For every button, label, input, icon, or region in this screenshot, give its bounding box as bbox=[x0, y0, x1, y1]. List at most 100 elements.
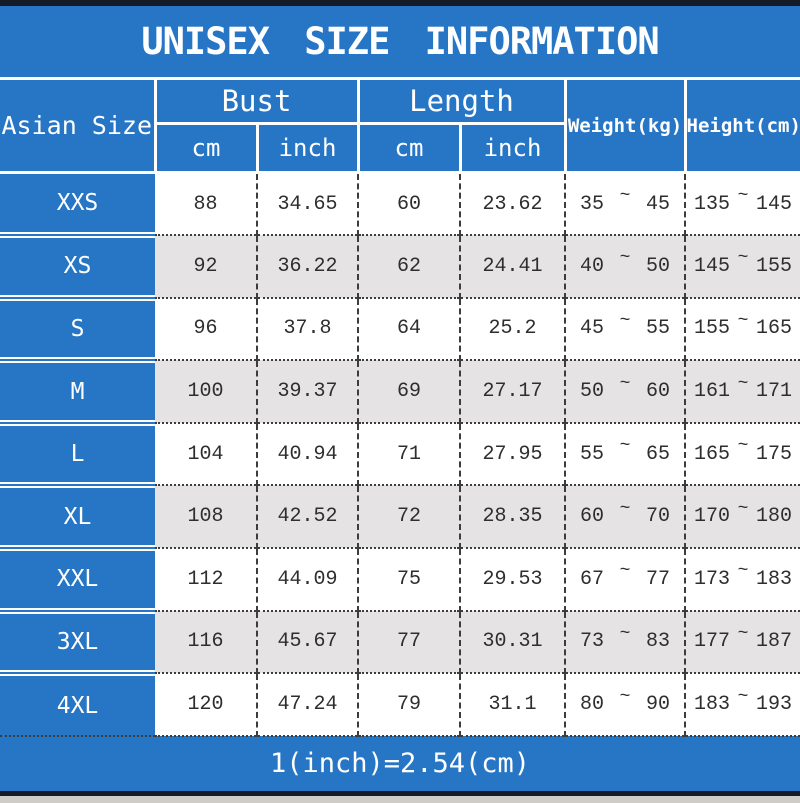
height-range: 170 ~180 bbox=[684, 485, 800, 550]
height-range: 177 ~187 bbox=[684, 610, 800, 675]
weight-range: 50 ~60 bbox=[564, 360, 686, 424]
range-min: 55 bbox=[580, 442, 605, 466]
tilde-separator: ~ bbox=[619, 248, 631, 269]
table-row: 4XL 120 47.24 79 31.1 80 ~90 183 ~193 bbox=[0, 670, 800, 737]
range-max: 45 bbox=[646, 192, 671, 216]
length-inch-value: 28.35 bbox=[458, 485, 566, 550]
bust-cm-value: 112 bbox=[155, 548, 257, 612]
height-range: 183 ~193 bbox=[684, 673, 800, 737]
bust-inch-value: 47.24 bbox=[256, 673, 358, 737]
weight-range: 60 ~70 bbox=[564, 485, 686, 550]
column-header-height: Height(cm) bbox=[683, 77, 800, 174]
length-cm-value: 75 bbox=[357, 548, 460, 612]
tilde-separator: ~ bbox=[737, 310, 749, 331]
size-label: S bbox=[0, 294, 155, 361]
height-range: 145 ~155 bbox=[684, 235, 800, 299]
table-row: L 104 40.94 71 27.95 55 ~65 165 ~175 bbox=[0, 419, 800, 487]
tilde-separator: ~ bbox=[619, 561, 631, 582]
range-max: 50 bbox=[646, 254, 671, 278]
tilde-separator: ~ bbox=[619, 623, 631, 644]
weight-range: 35 ~45 bbox=[564, 172, 686, 237]
tilde-separator: ~ bbox=[737, 436, 749, 457]
length-cm-value: 62 bbox=[357, 235, 460, 299]
tilde-separator: ~ bbox=[737, 373, 749, 394]
size-label: 3XL bbox=[0, 607, 155, 674]
size-label: XL bbox=[0, 482, 155, 549]
tilde-separator: ~ bbox=[737, 498, 749, 519]
bust-cm-value: 100 bbox=[155, 360, 257, 424]
weight-range: 80 ~90 bbox=[564, 673, 686, 737]
range-max: 65 bbox=[646, 442, 671, 466]
column-header-bust: Bust bbox=[153, 77, 360, 125]
range-min: 161 bbox=[694, 380, 731, 404]
range-max: 183 bbox=[756, 567, 793, 591]
bottom-border-bar bbox=[0, 790, 800, 796]
weight-range: 55 ~65 bbox=[564, 422, 686, 487]
unit-header-length-cm: cm bbox=[356, 122, 462, 174]
table-row: XL 108 42.52 72 28.35 60 ~70 170 ~180 bbox=[0, 482, 800, 550]
bust-cm-value: 92 bbox=[155, 235, 257, 299]
bust-inch-value: 40.94 bbox=[256, 422, 358, 487]
range-max: 77 bbox=[646, 567, 671, 591]
length-inch-value: 25.2 bbox=[458, 297, 566, 362]
height-range: 165 ~175 bbox=[684, 422, 800, 487]
bottom-edge-strip bbox=[0, 795, 800, 803]
column-header-length: Length bbox=[356, 77, 567, 125]
length-cm-value: 79 bbox=[357, 673, 460, 737]
range-min: 80 bbox=[580, 693, 605, 717]
table-row: XS 92 36.22 62 24.41 40 ~50 145 ~155 bbox=[0, 232, 800, 299]
bust-inch-value: 44.09 bbox=[256, 548, 358, 612]
length-cm-value: 71 bbox=[357, 422, 460, 487]
range-min: 60 bbox=[580, 505, 605, 529]
range-max: 83 bbox=[646, 630, 671, 654]
range-max: 180 bbox=[756, 505, 793, 529]
unit-header-bust-inch: inch bbox=[255, 122, 360, 174]
table-row: XXL 112 44.09 75 29.53 67 ~77 173 ~183 bbox=[0, 545, 800, 612]
length-cm-value: 60 bbox=[357, 172, 460, 237]
bust-cm-value: 120 bbox=[155, 673, 257, 737]
bust-inch-value: 36.22 bbox=[256, 235, 358, 299]
tilde-separator: ~ bbox=[737, 248, 749, 269]
range-min: 165 bbox=[694, 442, 731, 466]
range-max: 187 bbox=[756, 630, 793, 654]
bust-cm-value: 116 bbox=[155, 610, 257, 675]
size-label: L bbox=[0, 419, 155, 486]
range-min: 35 bbox=[580, 192, 605, 216]
tilde-separator: ~ bbox=[619, 498, 631, 519]
height-range: 155 ~165 bbox=[684, 297, 800, 362]
range-min: 50 bbox=[580, 380, 605, 404]
tilde-separator: ~ bbox=[737, 623, 749, 644]
weight-range: 67 ~77 bbox=[564, 548, 686, 612]
bust-cm-value: 96 bbox=[155, 297, 257, 362]
range-min: 45 bbox=[580, 317, 605, 341]
table-row: S 96 37.8 64 25.2 45 ~55 155 ~165 bbox=[0, 294, 800, 362]
bust-inch-value: 39.37 bbox=[256, 360, 358, 424]
length-cm-value: 69 bbox=[357, 360, 460, 424]
range-min: 67 bbox=[580, 567, 605, 591]
range-max: 175 bbox=[756, 442, 793, 466]
column-header-asian-size: Asian Size bbox=[0, 77, 157, 174]
range-min: 170 bbox=[694, 505, 731, 529]
table-row: XXS 88 34.65 60 23.62 35 ~45 135 ~145 bbox=[0, 171, 800, 237]
height-range: 173 ~183 bbox=[684, 548, 800, 612]
size-label: XS bbox=[0, 232, 155, 298]
tilde-separator: ~ bbox=[619, 310, 631, 331]
tilde-separator: ~ bbox=[619, 686, 631, 707]
range-max: 165 bbox=[756, 317, 793, 341]
length-inch-value: 29.53 bbox=[458, 548, 566, 612]
range-max: 155 bbox=[756, 254, 793, 278]
height-range: 161 ~171 bbox=[684, 360, 800, 424]
column-header-weight: Weight(kg) bbox=[563, 77, 687, 174]
range-min: 40 bbox=[580, 254, 605, 278]
tilde-separator: ~ bbox=[619, 436, 631, 457]
length-inch-value: 24.41 bbox=[458, 235, 566, 299]
range-max: 55 bbox=[646, 317, 671, 341]
table-body: XXS 88 34.65 60 23.62 35 ~45 135 ~145 XS 92 36.22 62… bbox=[0, 171, 800, 737]
range-min: 73 bbox=[580, 630, 605, 654]
range-max: 145 bbox=[756, 192, 793, 216]
length-cm-value: 77 bbox=[357, 610, 460, 675]
range-min: 183 bbox=[694, 693, 731, 717]
length-inch-value: 23.62 bbox=[458, 172, 566, 237]
bust-cm-value: 108 bbox=[155, 485, 257, 550]
bust-cm-value: 88 bbox=[155, 172, 257, 237]
